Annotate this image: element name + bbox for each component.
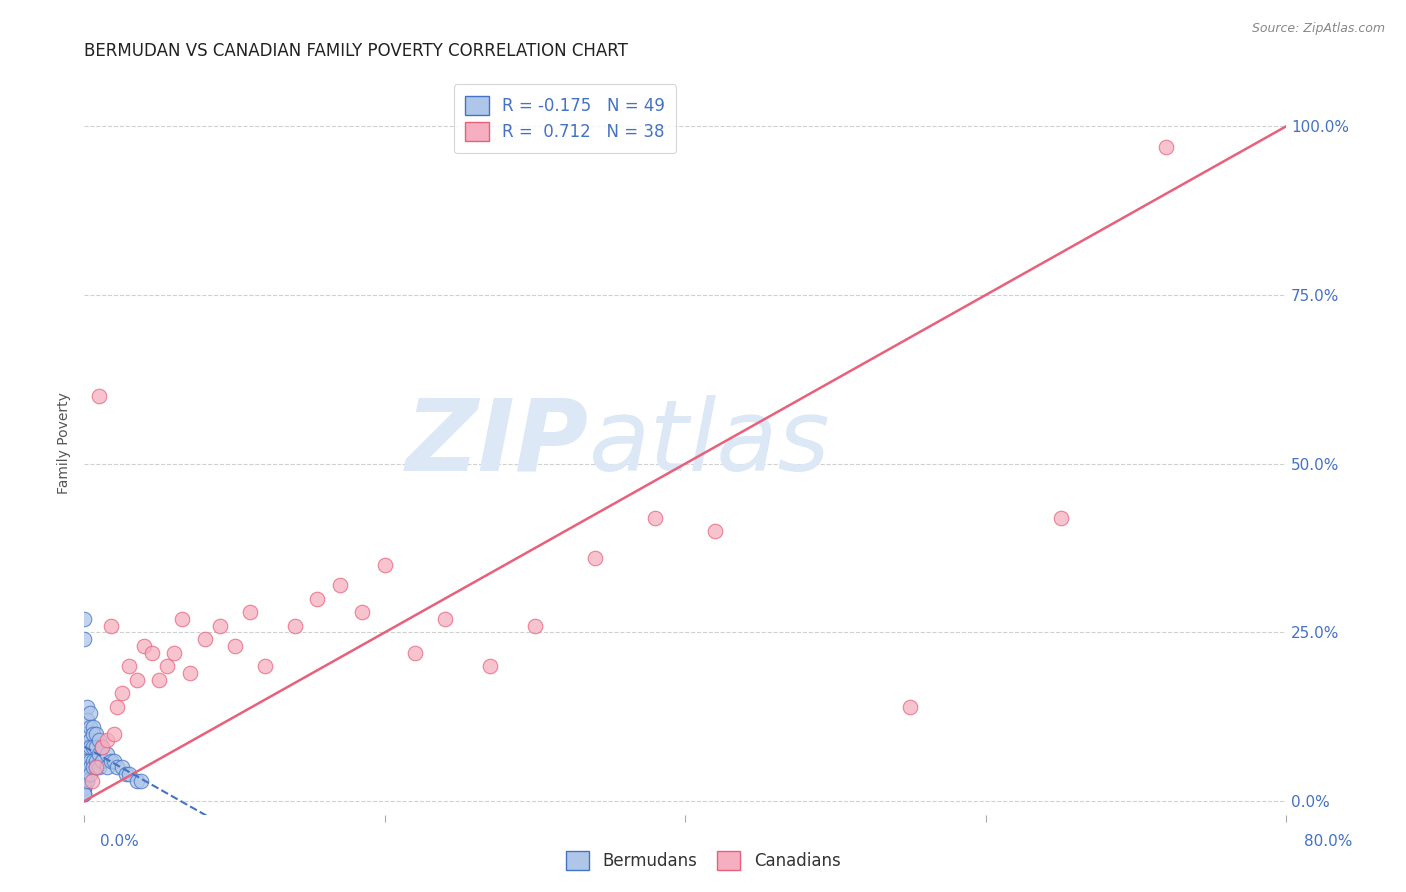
Point — [125, 673, 148, 687]
Point — [583, 551, 606, 566]
Point — [91, 740, 114, 755]
Point — [73, 767, 96, 781]
Point — [478, 659, 501, 673]
Point — [115, 767, 138, 781]
Point — [96, 760, 118, 774]
Point — [79, 706, 101, 721]
Point — [91, 740, 114, 755]
Point — [73, 780, 96, 795]
Point — [89, 760, 111, 774]
Point — [103, 726, 125, 740]
Legend: Bermudans, Canadians: Bermudans, Canadians — [558, 844, 848, 877]
Point — [900, 699, 922, 714]
Point — [1049, 510, 1071, 524]
Point — [179, 665, 201, 680]
Point — [107, 699, 129, 714]
Point — [193, 632, 215, 647]
Point — [73, 760, 96, 774]
Point — [704, 524, 727, 539]
Point — [111, 760, 134, 774]
Point — [76, 726, 98, 740]
Point — [374, 558, 396, 572]
Point — [103, 754, 125, 768]
Point — [131, 773, 153, 788]
Point — [73, 787, 96, 801]
Point — [141, 646, 163, 660]
Point — [100, 618, 122, 632]
Point — [79, 767, 101, 781]
Point — [73, 760, 96, 774]
Point — [352, 605, 374, 619]
Point — [76, 773, 98, 788]
Point — [96, 733, 118, 747]
Legend: R = -0.175   N = 49, R =  0.712   N = 38: R = -0.175 N = 49, R = 0.712 N = 38 — [454, 85, 676, 153]
Point — [118, 659, 141, 673]
Point — [86, 740, 108, 755]
Point — [79, 733, 101, 747]
Y-axis label: Family Poverty: Family Poverty — [58, 392, 72, 494]
Point — [163, 646, 186, 660]
Point — [82, 726, 104, 740]
Text: 0.0%: 0.0% — [100, 834, 139, 849]
Text: BERMUDAN VS CANADIAN FAMILY POVERTY CORRELATION CHART: BERMUDAN VS CANADIAN FAMILY POVERTY CORR… — [84, 42, 628, 60]
Point — [404, 646, 426, 660]
Point — [86, 726, 108, 740]
Point — [82, 754, 104, 768]
Point — [148, 673, 170, 687]
Point — [91, 754, 114, 768]
Point — [433, 612, 456, 626]
Point — [125, 773, 148, 788]
Point — [79, 720, 101, 734]
Text: 80.0%: 80.0% — [1305, 834, 1353, 849]
Point — [89, 747, 111, 761]
Point — [73, 787, 96, 801]
Point — [644, 510, 666, 524]
Point — [239, 605, 262, 619]
Point — [96, 747, 118, 761]
Point — [208, 618, 231, 632]
Text: ZIP: ZIP — [406, 395, 589, 492]
Point — [76, 699, 98, 714]
Point — [73, 780, 96, 795]
Point — [523, 618, 546, 632]
Point — [1154, 139, 1177, 153]
Point — [118, 767, 141, 781]
Point — [111, 686, 134, 700]
Point — [79, 740, 101, 755]
Point — [80, 773, 103, 788]
Point — [86, 760, 108, 774]
Point — [79, 760, 101, 774]
Text: atlas: atlas — [589, 395, 831, 492]
Point — [79, 754, 101, 768]
Point — [86, 754, 108, 768]
Point — [82, 720, 104, 734]
Point — [89, 389, 111, 403]
Point — [86, 760, 108, 774]
Point — [76, 713, 98, 727]
Point — [89, 733, 111, 747]
Point — [82, 760, 104, 774]
Point — [82, 740, 104, 755]
Point — [329, 578, 352, 592]
Point — [76, 740, 98, 755]
Point — [253, 659, 276, 673]
Point — [134, 639, 156, 653]
Text: Source: ZipAtlas.com: Source: ZipAtlas.com — [1251, 22, 1385, 36]
Point — [76, 754, 98, 768]
Point — [307, 591, 329, 606]
Point — [73, 612, 96, 626]
Point — [284, 618, 307, 632]
Point — [73, 773, 96, 788]
Point — [224, 639, 246, 653]
Point — [100, 754, 122, 768]
Point — [76, 767, 98, 781]
Point — [156, 659, 179, 673]
Point — [107, 760, 129, 774]
Point — [76, 760, 98, 774]
Point — [73, 632, 96, 647]
Point — [170, 612, 193, 626]
